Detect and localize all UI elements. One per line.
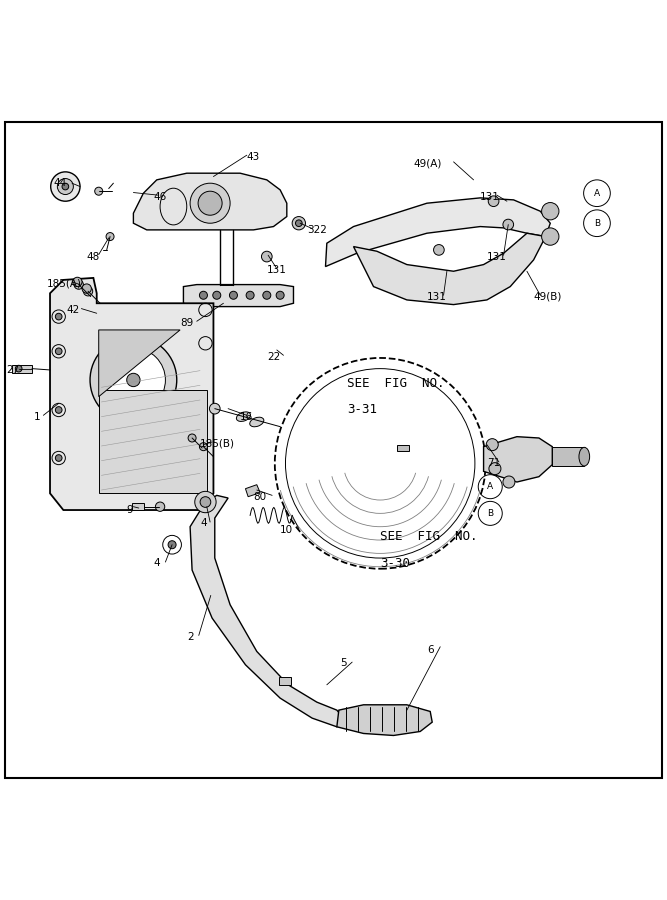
Circle shape: [95, 187, 103, 195]
Circle shape: [489, 463, 501, 474]
Circle shape: [55, 407, 62, 413]
Text: 10: 10: [280, 525, 293, 535]
Circle shape: [51, 172, 80, 202]
Text: 131: 131: [267, 265, 287, 274]
Circle shape: [15, 365, 22, 372]
Text: A: A: [594, 189, 600, 198]
Text: A: A: [487, 482, 494, 491]
Circle shape: [195, 491, 216, 513]
Circle shape: [127, 374, 140, 387]
Text: 185(A): 185(A): [47, 278, 81, 288]
Text: B: B: [487, 508, 494, 518]
Text: 5: 5: [340, 659, 347, 669]
Circle shape: [199, 292, 207, 300]
Text: 49(B): 49(B): [534, 292, 562, 302]
Circle shape: [209, 403, 220, 414]
Polygon shape: [325, 198, 550, 266]
Circle shape: [503, 220, 514, 230]
Circle shape: [55, 313, 62, 320]
Circle shape: [74, 280, 83, 289]
Polygon shape: [337, 705, 432, 735]
Text: 43: 43: [247, 151, 260, 161]
Text: SEE  FIG  NO.: SEE FIG NO.: [380, 530, 478, 544]
Ellipse shape: [236, 412, 251, 421]
Text: 6: 6: [427, 645, 434, 655]
Circle shape: [83, 286, 93, 296]
Text: 4: 4: [200, 518, 207, 528]
Circle shape: [55, 454, 62, 462]
Circle shape: [106, 232, 114, 240]
Text: 185(B): 185(B): [200, 438, 235, 448]
Circle shape: [213, 292, 221, 300]
Circle shape: [57, 178, 73, 194]
Circle shape: [90, 337, 177, 423]
Circle shape: [542, 202, 559, 220]
Text: 131: 131: [427, 292, 447, 302]
Bar: [279, 677, 291, 685]
Circle shape: [229, 292, 237, 300]
Text: 71: 71: [487, 458, 500, 468]
Text: 89: 89: [180, 319, 193, 328]
Circle shape: [542, 228, 559, 245]
Bar: [552, 447, 584, 466]
Polygon shape: [245, 485, 260, 497]
Polygon shape: [99, 390, 207, 493]
Text: 4: 4: [153, 558, 160, 569]
Circle shape: [434, 245, 444, 256]
Circle shape: [62, 184, 69, 190]
Text: 16: 16: [240, 411, 253, 421]
Circle shape: [155, 502, 165, 511]
Text: 80: 80: [253, 491, 267, 501]
Circle shape: [55, 348, 62, 355]
Polygon shape: [354, 233, 546, 304]
Text: 48: 48: [87, 252, 100, 262]
Text: 46: 46: [153, 192, 167, 202]
Polygon shape: [133, 173, 287, 230]
Polygon shape: [484, 436, 552, 482]
Circle shape: [82, 284, 91, 293]
Text: 27: 27: [7, 365, 20, 375]
Circle shape: [200, 497, 211, 508]
Bar: [397, 445, 409, 451]
Text: 3-31: 3-31: [347, 403, 377, 417]
Circle shape: [295, 220, 302, 227]
Text: 9: 9: [127, 505, 133, 515]
Circle shape: [263, 292, 271, 300]
Circle shape: [246, 292, 254, 300]
Text: SEE  FIG  NO.: SEE FIG NO.: [347, 377, 444, 390]
Text: 42: 42: [67, 305, 80, 315]
Bar: [12, 364, 32, 373]
Bar: [132, 503, 144, 510]
Polygon shape: [99, 330, 180, 397]
Text: 49(A): 49(A): [414, 158, 442, 168]
Text: 44: 44: [53, 178, 67, 188]
Circle shape: [292, 217, 305, 230]
Circle shape: [168, 541, 176, 549]
Ellipse shape: [579, 447, 590, 466]
Text: 131: 131: [480, 192, 500, 202]
Circle shape: [73, 277, 82, 286]
Polygon shape: [183, 284, 293, 307]
Circle shape: [486, 438, 498, 451]
Circle shape: [261, 251, 272, 262]
Text: 1: 1: [33, 411, 40, 421]
Circle shape: [199, 443, 207, 451]
Text: 2: 2: [187, 632, 193, 642]
Circle shape: [198, 191, 222, 215]
Circle shape: [188, 434, 196, 442]
Circle shape: [190, 184, 230, 223]
Circle shape: [101, 348, 165, 412]
Ellipse shape: [249, 418, 264, 427]
Circle shape: [276, 292, 284, 300]
Text: 322: 322: [307, 225, 327, 235]
Circle shape: [503, 476, 515, 488]
Circle shape: [488, 196, 499, 206]
Text: 131: 131: [487, 252, 507, 262]
Text: 3-30: 3-30: [380, 557, 410, 570]
Polygon shape: [190, 495, 347, 727]
Polygon shape: [50, 278, 213, 510]
Text: 22: 22: [267, 352, 280, 362]
Text: B: B: [594, 219, 600, 228]
